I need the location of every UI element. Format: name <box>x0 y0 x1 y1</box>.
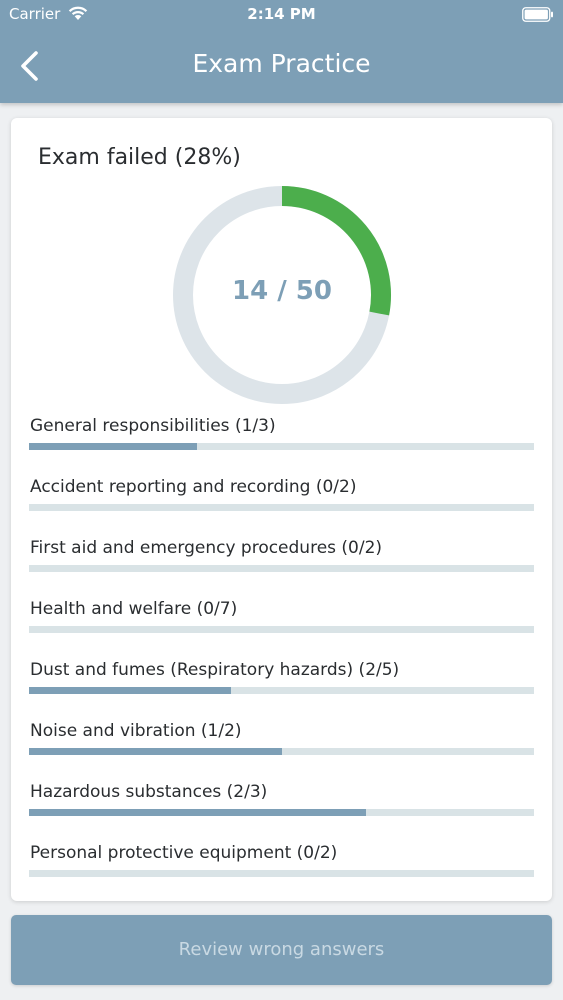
exam-result-text: Exam failed (28%) <box>38 145 241 170</box>
category-label: General responsibilities (1/3) <box>30 416 276 436</box>
back-button[interactable] <box>14 48 48 84</box>
category-progress-bar <box>29 870 534 877</box>
category-progress-bar <box>29 504 534 511</box>
category-label: Accident reporting and recording (0/2) <box>30 477 357 497</box>
results-card: Exam failed (28%) 14 / 50 General respon… <box>11 118 552 901</box>
status-bar: Carrier 2:14 PM <box>0 0 563 30</box>
status-time: 2:14 PM <box>247 5 316 23</box>
category-row: Dust and fumes (Respiratory hazards) (2/… <box>29 660 534 700</box>
page-title: Exam Practice <box>192 49 371 78</box>
category-row: Health and welfare (0/7) <box>29 599 534 639</box>
category-label: First aid and emergency procedures (0/2) <box>30 538 383 558</box>
category-progress-fill <box>29 809 366 816</box>
category-progress-bar <box>29 443 534 450</box>
category-progress-bar <box>29 748 534 755</box>
category-progress-bar <box>29 687 534 694</box>
category-row: Hazardous substances (2/3) <box>29 782 534 822</box>
category-progress-fill <box>29 443 198 450</box>
category-progress-bar <box>29 626 534 633</box>
category-label: Personal protective equipment (0/2) <box>30 843 338 863</box>
review-wrong-answers-button[interactable]: Review wrong answers <box>11 915 552 985</box>
category-label: Noise and vibration (1/2) <box>30 721 242 741</box>
navigation-header: Carrier 2:14 PM Exam Practice <box>0 0 563 103</box>
battery-icon <box>522 7 553 22</box>
category-label: Health and welfare (0/7) <box>30 599 238 619</box>
carrier-label: Carrier <box>9 5 61 23</box>
category-row: Personal protective equipment (0/2) <box>29 843 534 883</box>
wifi-icon <box>68 6 88 20</box>
score-text: 14 / 50 <box>232 276 332 306</box>
category-label: Dust and fumes (Respiratory hazards) (2/… <box>30 660 400 680</box>
category-row: Accident reporting and recording (0/2) <box>29 477 534 517</box>
category-progress-bar <box>29 565 534 572</box>
category-progress-fill <box>29 687 231 694</box>
category-label: Hazardous substances (2/3) <box>30 782 268 802</box>
donut-correct-arc <box>281 186 391 316</box>
category-progress-bar <box>29 809 534 816</box>
score-donut-chart <box>173 186 391 404</box>
category-row: Noise and vibration (1/2) <box>29 721 534 761</box>
category-progress-fill <box>29 748 282 755</box>
chevron-left-icon <box>21 51 38 81</box>
category-row: First aid and emergency procedures (0/2) <box>29 538 534 578</box>
category-row: General responsibilities (1/3) <box>29 416 534 456</box>
